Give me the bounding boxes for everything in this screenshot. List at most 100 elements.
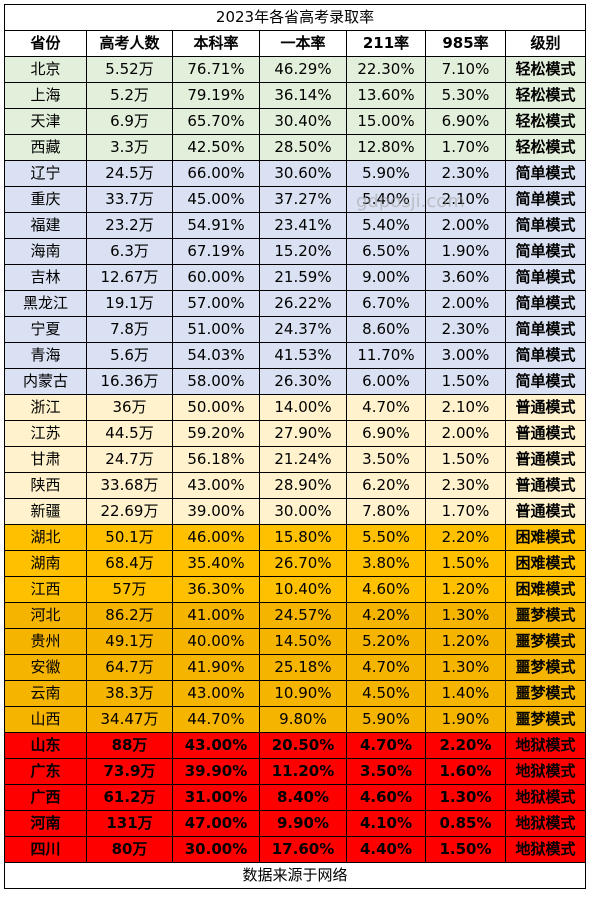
cell-examinees: 6.9万 [86,108,173,135]
cell-first-tier-rate: 30.60% [259,160,347,187]
cell-level: 简单模式 [504,368,587,395]
cell-first-tier-rate: 25.18% [259,654,347,681]
cell-province: 天津 [4,108,87,135]
cell-bachelor-rate: 56.18% [172,446,260,473]
cell-province: 北京 [4,56,87,83]
cell-examinees: 23.2万 [86,212,173,239]
cell-bachelor-rate: 44.70% [172,706,260,733]
cell-examinees: 34.47万 [86,706,173,733]
cell-first-tier-rate: 10.40% [259,576,347,603]
cell-bachelor-rate: 40.00% [172,628,260,655]
cell-examinees: 5.2万 [86,82,173,109]
cell-bachelor-rate: 58.00% [172,368,260,395]
cell-rate-985: 1.70% [425,134,506,161]
cell-bachelor-rate: 39.90% [172,758,260,785]
table-row: 甘肃 24.7万 56.18% 21.24% 3.50% 1.50% 普通模式 [4,446,587,473]
cell-rate-985: 1.60% [425,758,506,785]
table-row: 湖北 50.1万 46.00% 15.80% 5.50% 2.20% 困难模式 [4,524,587,551]
cell-level: 困难模式 [504,550,587,577]
cell-bachelor-rate: 42.50% [172,134,260,161]
cell-first-tier-rate: 24.37% [259,316,347,343]
table-row: 广西 61.2万 31.00% 8.40% 4.60% 1.30% 地狱模式 [4,784,587,811]
cell-bachelor-rate: 39.00% [172,498,260,525]
cell-level: 普通模式 [504,472,587,499]
cell-examinees: 131万 [86,810,173,837]
cell-province: 贵州 [4,628,87,655]
cell-province: 西藏 [4,134,87,161]
cell-level: 困难模式 [504,576,587,603]
cell-examinees: 57万 [86,576,173,603]
table-row: 吉林 12.67万 60.00% 21.59% 9.00% 3.60% 简单模式 [4,264,587,291]
cell-bachelor-rate: 41.90% [172,654,260,681]
cell-rate-985: 5.30% [425,82,506,109]
cell-rate-985: 1.50% [425,446,506,473]
table-row: 安徽 64.7万 41.90% 25.18% 4.70% 1.30% 噩梦模式 [4,654,587,681]
cell-province: 福建 [4,212,87,239]
cell-first-tier-rate: 11.20% [259,758,347,785]
cell-bachelor-rate: 57.00% [172,290,260,317]
cell-rate-985: 1.50% [425,836,506,863]
table-body: 北京 5.52万 76.71% 46.29% 22.30% 7.10% 轻松模式 上海 5.2万… [4,56,587,863]
table-row: 西藏 3.3万 42.50% 28.50% 12.80% 1.70% 轻松模式 [4,134,587,161]
cell-rate-985: 1.20% [425,628,506,655]
column-header-examinees: 高考人数 [86,30,173,57]
cell-first-tier-rate: 15.80% [259,524,347,551]
cell-rate-211: 5.90% [346,160,426,187]
cell-rate-985: 2.30% [425,160,506,187]
cell-level: 简单模式 [504,212,587,239]
table-row: 浙江 36万 50.00% 14.00% 4.70% 2.10% 普通模式 [4,394,587,421]
table-row: 贵州 49.1万 40.00% 14.50% 5.20% 1.20% 噩梦模式 [4,628,587,655]
cell-rate-985: 1.50% [425,368,506,395]
cell-rate-211: 6.90% [346,420,426,447]
cell-rate-211: 6.50% [346,238,426,265]
cell-rate-211: 4.10% [346,810,426,837]
cell-first-tier-rate: 8.40% [259,784,347,811]
cell-first-tier-rate: 46.29% [259,56,347,83]
cell-examinees: 49.1万 [86,628,173,655]
cell-first-tier-rate: 37.27% [259,186,347,213]
cell-level: 简单模式 [504,290,587,317]
cell-bachelor-rate: 60.00% [172,264,260,291]
cell-rate-211: 4.20% [346,602,426,629]
cell-bachelor-rate: 46.00% [172,524,260,551]
cell-first-tier-rate: 14.50% [259,628,347,655]
cell-province: 黑龙江 [4,290,87,317]
column-header-bachelor-rate: 本科率 [172,30,260,57]
cell-first-tier-rate: 14.00% [259,394,347,421]
table-row: 辽宁 24.5万 66.00% 30.60% 5.90% 2.30% 简单模式 [4,160,587,187]
cell-rate-211: 12.80% [346,134,426,161]
table-row: 福建 23.2万 54.91% 23.41% 5.40% 2.00% 简单模式 [4,212,587,239]
table-row: 陕西 33.68万 43.00% 28.90% 6.20% 2.30% 普通模式 [4,472,587,499]
table-row: 广东 73.9万 39.90% 11.20% 3.50% 1.60% 地狱模式 [4,758,587,785]
cell-examinees: 50.1万 [86,524,173,551]
cell-first-tier-rate: 30.00% [259,498,347,525]
cell-rate-211: 4.60% [346,784,426,811]
cell-rate-985: 3.00% [425,342,506,369]
cell-province: 青海 [4,342,87,369]
cell-rate-211: 4.70% [346,394,426,421]
cell-bachelor-rate: 47.00% [172,810,260,837]
cell-level: 地狱模式 [504,784,587,811]
cell-examinees: 16.36万 [86,368,173,395]
table-row: 湖南 68.4万 35.40% 26.70% 3.80% 1.50% 困难模式 [4,550,587,577]
table-row: 天津 6.9万 65.70% 30.40% 15.00% 6.90% 轻松模式 [4,108,587,135]
cell-first-tier-rate: 23.41% [259,212,347,239]
cell-rate-211: 8.60% [346,316,426,343]
cell-rate-211: 3.50% [346,446,426,473]
cell-first-tier-rate: 27.90% [259,420,347,447]
cell-rate-211: 13.60% [346,82,426,109]
cell-examinees: 38.3万 [86,680,173,707]
cell-bachelor-rate: 65.70% [172,108,260,135]
cell-rate-211: 5.40% [346,212,426,239]
cell-bachelor-rate: 50.00% [172,394,260,421]
column-header-rate-211: 211率 [346,30,426,57]
cell-bachelor-rate: 76.71% [172,56,260,83]
cell-level: 简单模式 [504,342,587,369]
cell-level: 普通模式 [504,498,587,525]
cell-examinees: 12.67万 [86,264,173,291]
cell-province: 广西 [4,784,87,811]
cell-bachelor-rate: 43.00% [172,472,260,499]
table-row: 山西 34.47万 44.70% 9.80% 5.90% 1.90% 噩梦模式 [4,706,587,733]
cell-bachelor-rate: 36.30% [172,576,260,603]
